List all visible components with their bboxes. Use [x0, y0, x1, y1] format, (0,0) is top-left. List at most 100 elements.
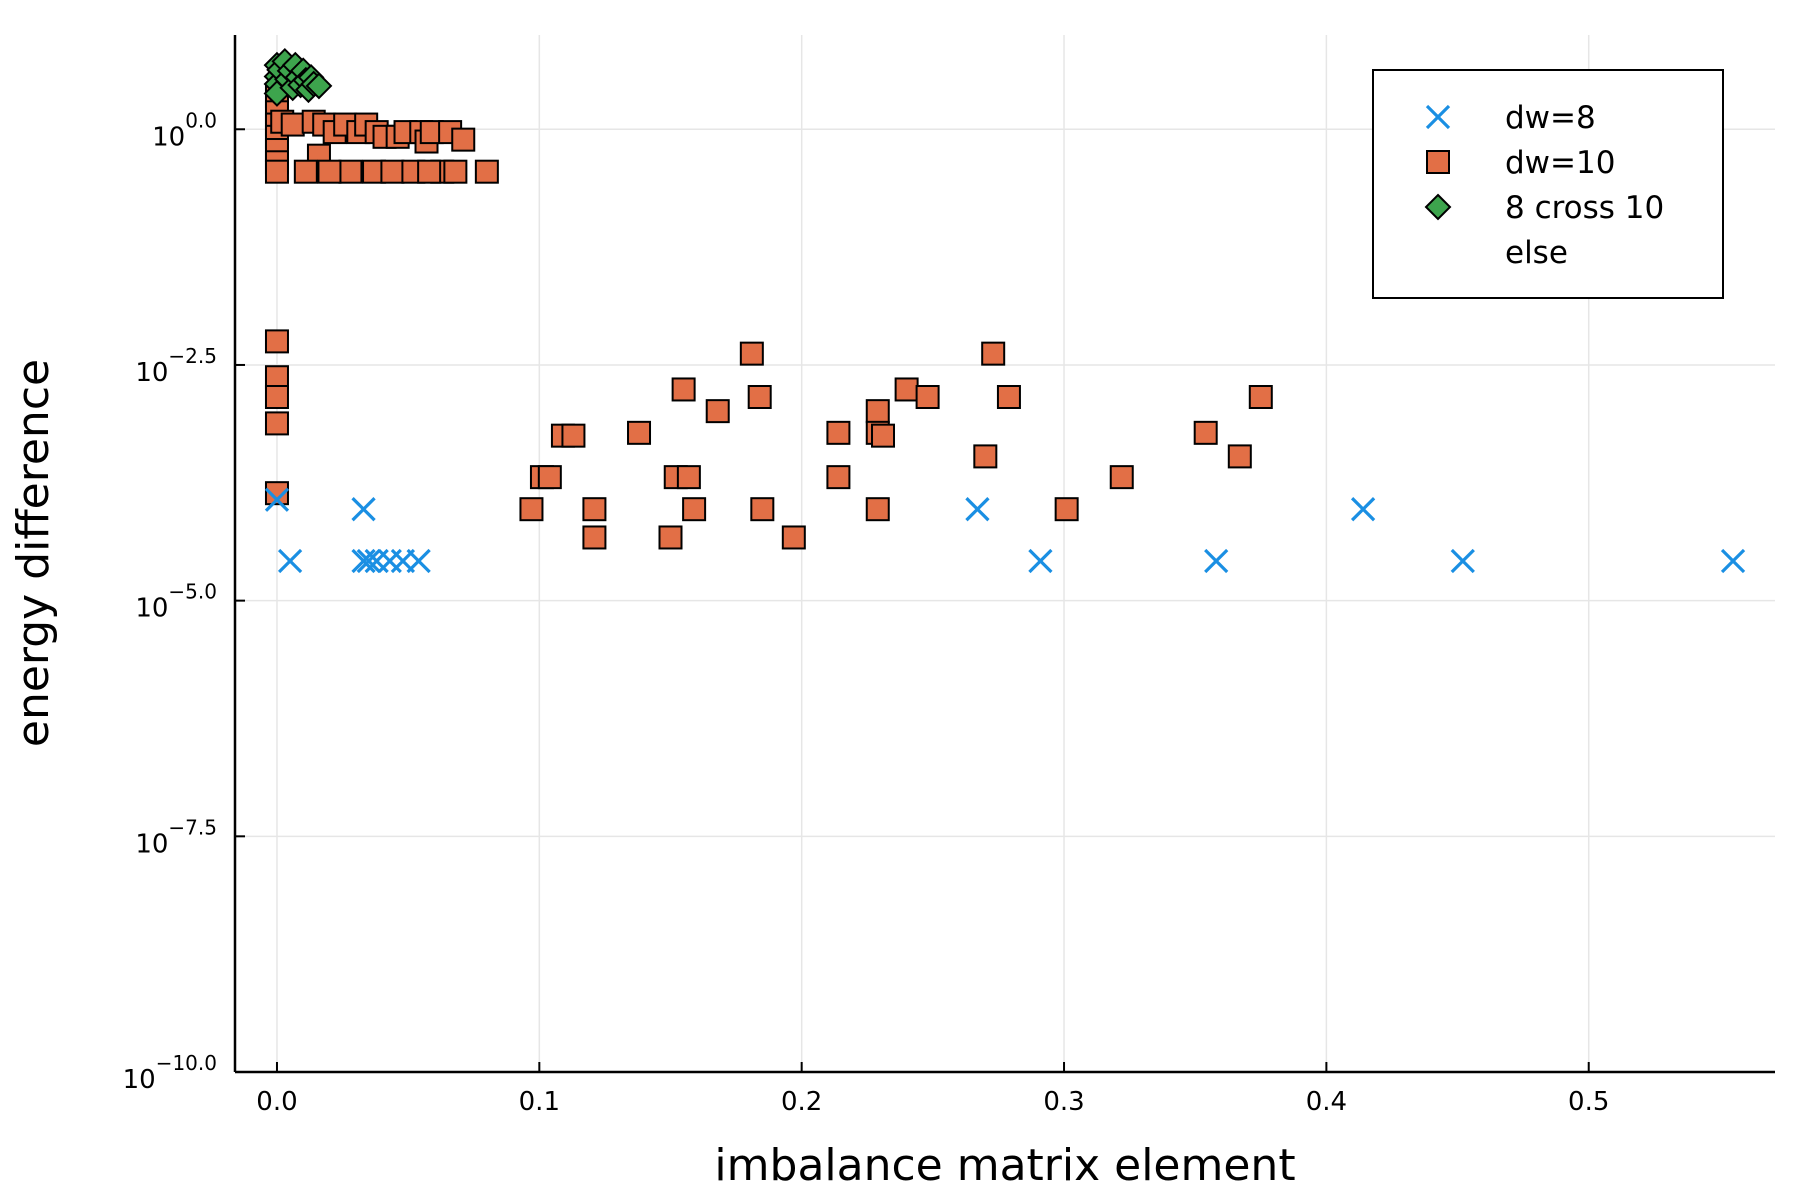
x-tick-label: 0.5 [1568, 1087, 1609, 1117]
data-point [582, 525, 607, 550]
legend-entries: dw=8 dw=10 8 cross 10 else [1424, 100, 1664, 271]
data-point [1054, 497, 1079, 522]
data-point [1720, 548, 1746, 574]
data-point [915, 385, 940, 410]
y-tick-base: 10 [135, 829, 168, 859]
legend-label: 8 cross 10 [1505, 190, 1664, 226]
data-point [380, 159, 405, 184]
data-point [705, 399, 730, 424]
y-tick-label: 10−2.5 [135, 344, 217, 388]
data-point [1204, 548, 1229, 574]
data-point [965, 497, 990, 522]
data-point [451, 127, 476, 152]
data-point [351, 548, 376, 574]
data-point [865, 497, 890, 522]
y-tick-exponent: −5.0 [168, 580, 217, 604]
data-point [305, 72, 333, 100]
data-point-stroke [264, 487, 290, 512]
data-point [338, 159, 363, 184]
data-point [406, 548, 431, 574]
x-axis-title: imbalance matrix element [714, 1140, 1295, 1191]
axes [233, 35, 1775, 1074]
data-point-stroke [406, 548, 431, 574]
data-point [317, 159, 342, 184]
legend-marker [1426, 150, 1450, 174]
y-tick-exponent: 0.0 [185, 108, 217, 132]
data-point [1350, 497, 1376, 522]
data-point-stroke [965, 497, 990, 522]
y-tick-exponent: −2.5 [168, 344, 217, 368]
y-tick-exponent: −7.5 [168, 815, 217, 839]
data-point [264, 487, 290, 512]
data-point [1028, 548, 1053, 574]
y-tick-label: 100.0 [152, 108, 217, 152]
data-point-stroke [356, 548, 381, 574]
data-point [1193, 420, 1218, 445]
data-point [264, 365, 289, 390]
data-point-stroke [1450, 548, 1475, 574]
y-tick-base: 10 [135, 358, 168, 388]
data-points [263, 47, 1746, 574]
series-dw-10 [264, 84, 1273, 550]
legend: dw=8 dw=10 8 cross 10 else [1372, 69, 1724, 299]
data-point-stroke [1350, 497, 1376, 522]
data-point-stroke [1028, 548, 1053, 574]
data-point [474, 159, 499, 184]
data-point [417, 159, 442, 184]
legend-label: dw=10 [1505, 145, 1615, 181]
data-point [1109, 465, 1134, 490]
data-point [443, 159, 468, 184]
data-point [277, 548, 303, 574]
data-point [293, 159, 318, 184]
data-point [676, 465, 701, 490]
y-tick-base: 10 [123, 1065, 156, 1095]
data-point [280, 112, 305, 137]
data-point [1248, 385, 1273, 410]
data-point [871, 423, 896, 448]
data-point-stroke [1720, 548, 1746, 574]
data-point [682, 497, 707, 522]
y-tick-label: 10−7.5 [135, 815, 217, 859]
x-tick-label: 0.3 [1043, 1087, 1084, 1117]
data-point [973, 444, 998, 469]
legend-marker [1425, 104, 1451, 130]
legend-marker [1424, 193, 1452, 221]
x-tick-labels: 0.0 0.1 0.2 0.3 0.4 0.5 [256, 1062, 1609, 1117]
data-point-stroke [1204, 548, 1229, 574]
y-tick-label: 10−5.0 [135, 580, 217, 624]
data-point [377, 548, 402, 574]
data-point-stroke [351, 497, 376, 522]
data-point [627, 420, 652, 445]
data-point [264, 385, 289, 410]
data-point [671, 377, 696, 402]
data-point [351, 497, 376, 522]
x-tick-label: 0.4 [1306, 1087, 1347, 1117]
data-point [981, 341, 1006, 366]
data-point [658, 525, 683, 550]
data-point [1227, 444, 1252, 469]
data-point [582, 497, 607, 522]
data-point [865, 399, 890, 424]
x-tick-label: 0.0 [256, 1087, 297, 1117]
data-point [781, 525, 806, 550]
legend-entry: dw=10 [1426, 145, 1615, 181]
data-point [996, 385, 1021, 410]
series-dw-8 [264, 487, 1746, 574]
data-point [519, 497, 544, 522]
data-point [561, 423, 586, 448]
y-tick-base: 10 [135, 594, 168, 624]
legend-label: dw=8 [1505, 100, 1596, 136]
data-point [747, 385, 772, 410]
legend-marker-stroke [1425, 104, 1451, 130]
data-point [264, 481, 289, 506]
y-tick-base: 10 [152, 122, 185, 152]
y-tick-label: 10−10.0 [123, 1051, 217, 1095]
legend-entry: 8 cross 10 [1424, 190, 1664, 226]
data-point [739, 341, 764, 366]
data-point [750, 497, 775, 522]
legend-entry: dw=8 [1425, 100, 1596, 136]
y-tick-exponent: −10.0 [156, 1051, 217, 1075]
series-8-cross-10 [263, 47, 333, 107]
y-axis-title: energy difference [8, 359, 59, 747]
